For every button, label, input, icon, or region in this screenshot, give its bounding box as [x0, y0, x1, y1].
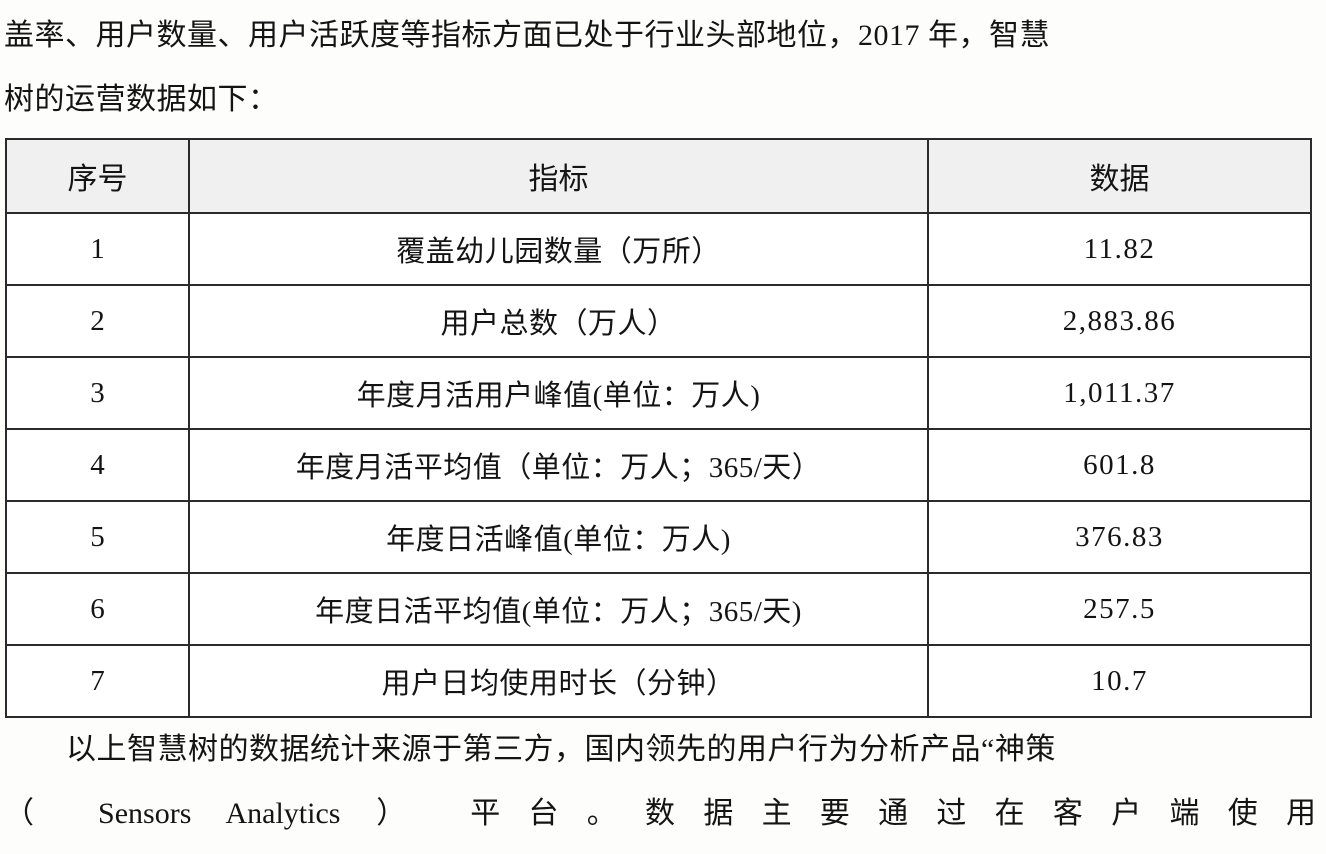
- bottom-paragraph-line-1: 以上智慧树的数据统计来源于第三方，国内领先的用户行为分析产品“神策: [66, 733, 1056, 766]
- table-row: 5 年度日活峰值(单位：万人) 376.83: [5, 500, 1312, 574]
- operating-data-table: 序号 指标 数据 1 覆盖幼儿园数量（万所） 11.82 2 用户总数（万人） …: [5, 138, 1312, 718]
- row-value: 1,011.37: [927, 356, 1312, 430]
- table-row: 3 年度月活用户峰值(单位：万人) 1,011.37: [5, 356, 1312, 430]
- table-row: 1 覆盖幼儿园数量（万所） 11.82: [5, 212, 1312, 286]
- top-paragraph-line-1: 盖率、用户数量、用户活跃度等指标方面已处于行业头部地位，2017 年，智慧: [4, 19, 1050, 52]
- bottom-paragraph-line-2: （ Sensors Analytics ） 平台。数据主要通过在客户端使用: [4, 797, 1316, 830]
- row-value: 2,883.86: [927, 284, 1312, 358]
- column-header-value: 数据: [927, 138, 1312, 214]
- table-row: 4 年度月活平均值（单位：万人；365/天） 601.8: [5, 428, 1312, 502]
- row-value: 376.83: [927, 500, 1312, 574]
- column-header-index: 序号: [5, 138, 190, 214]
- row-value: 10.7: [927, 644, 1312, 718]
- row-index: 5: [5, 500, 190, 574]
- row-index: 6: [5, 572, 190, 646]
- table-row: 6 年度日活平均值(单位：万人；365/天) 257.5: [5, 572, 1312, 646]
- column-header-metric: 指标: [188, 138, 929, 214]
- table-row: 7 用户日均使用时长（分钟） 10.7: [5, 644, 1312, 718]
- top-paragraph-line-2: 树的运营数据如下：: [4, 83, 279, 116]
- row-metric: 年度月活平均值（单位：万人；365/天）: [188, 428, 929, 502]
- row-index: 7: [5, 644, 190, 718]
- row-value: 601.8: [927, 428, 1312, 502]
- row-index: 1: [5, 212, 190, 286]
- bottom-paragraph-line-2-wrap: （ Sensors Analytics ） 平台。数据主要通过在客户端使用: [4, 782, 1316, 846]
- row-metric: 年度月活用户峰值(单位：万人): [188, 356, 929, 430]
- row-metric: 用户总数（万人）: [188, 284, 929, 358]
- row-value: 257.5: [927, 572, 1312, 646]
- row-value: 11.82: [927, 212, 1312, 286]
- row-index: 2: [5, 284, 190, 358]
- row-metric: 用户日均使用时长（分钟）: [188, 644, 929, 718]
- row-metric: 年度日活峰值(单位：万人): [188, 500, 929, 574]
- table-header-row: 序号 指标 数据: [5, 138, 1312, 214]
- row-metric: 覆盖幼儿园数量（万所）: [188, 212, 929, 286]
- row-index: 4: [5, 428, 190, 502]
- row-metric: 年度日活平均值(单位：万人；365/天): [188, 572, 929, 646]
- row-index: 3: [5, 356, 190, 430]
- table-row: 2 用户总数（万人） 2,883.86: [5, 284, 1312, 358]
